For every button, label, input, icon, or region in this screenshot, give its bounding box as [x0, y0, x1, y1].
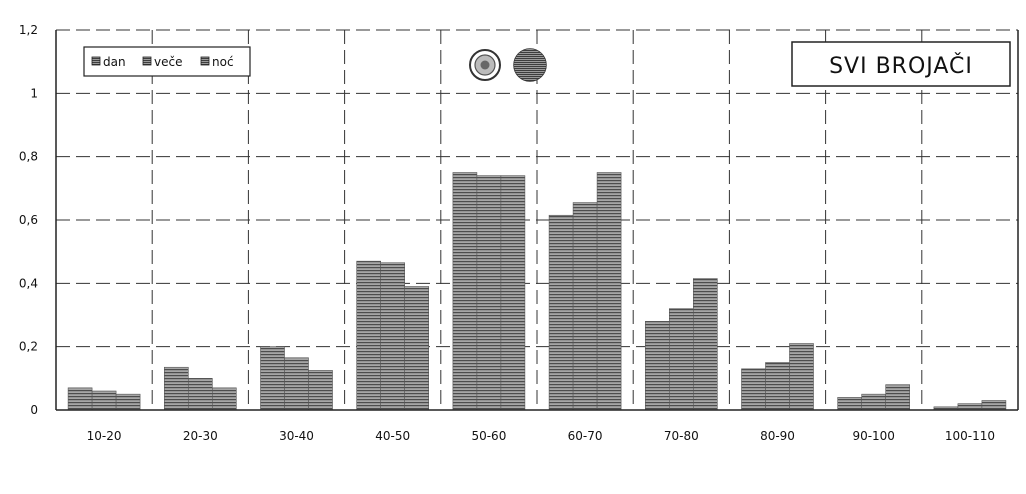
bar [500, 175, 526, 411]
legend: dan veče noć [83, 46, 251, 77]
x-tick-label: 30-40 [279, 429, 314, 443]
legend-box [83, 46, 251, 77]
bar [212, 387, 237, 411]
bar [284, 357, 309, 411]
bar [404, 286, 430, 411]
bar [765, 362, 790, 411]
x-tick-label: 50-60 [471, 429, 506, 443]
bar [476, 175, 502, 411]
bar [380, 262, 406, 411]
bar [861, 393, 887, 411]
legend-swatch [200, 56, 210, 66]
bar [115, 393, 141, 411]
x-tick-label: 10-20 [87, 429, 122, 443]
y-tick-label: 1,2 [19, 23, 38, 37]
legend-label: dan [103, 55, 126, 69]
bar [164, 366, 189, 411]
y-tick-label: 0,8 [19, 150, 38, 164]
bar [67, 387, 93, 411]
legend-swatch [91, 56, 101, 66]
gridlines [56, 29, 1018, 410]
chart-title: SVI BROJAČI [829, 53, 973, 79]
legend-label: noć [212, 55, 234, 69]
bar [356, 260, 382, 411]
bar [885, 384, 911, 411]
y-tick-label: 0,6 [19, 213, 38, 227]
bar [981, 400, 1007, 411]
legend-swatch [142, 56, 152, 66]
bar [260, 346, 285, 411]
bar [957, 403, 983, 411]
circular-seal-icon [469, 49, 501, 81]
bar [308, 370, 333, 411]
x-tick-label: 100-110 [945, 429, 995, 443]
legend-label: veče [154, 55, 182, 69]
y-tick-label: 0,2 [19, 340, 38, 354]
y-tick-label: 0 [30, 403, 38, 417]
bars [67, 172, 1007, 411]
bar [572, 202, 598, 411]
x-axis-ticks: 10-20 20-30 30-40 40-50 50-60 60-70 70-80 80-90… [87, 429, 995, 443]
bar [837, 397, 863, 411]
bar [789, 343, 814, 411]
bar [741, 368, 766, 411]
bar [692, 278, 718, 411]
bar [91, 390, 117, 411]
chart-title-box: SVI BROJAČI [791, 41, 1011, 87]
x-tick-label: 40-50 [375, 429, 410, 443]
x-tick-label: 90-100 [852, 429, 895, 443]
bar [548, 214, 574, 411]
x-tick-label: 80-90 [760, 429, 795, 443]
x-tick-label: 20-30 [183, 429, 218, 443]
x-tick-label: 70-80 [664, 429, 699, 443]
y-tick-label: 0,4 [19, 276, 38, 290]
bar [452, 172, 478, 411]
bar [644, 321, 670, 411]
bar [188, 378, 213, 411]
y-axis-ticks: 0 0,2 0,4 0,6 0,8 1 1,2 [19, 23, 38, 417]
striped-globe-icon [513, 48, 547, 82]
bar [596, 172, 622, 411]
bar [668, 308, 694, 411]
y-tick-label: 1 [30, 86, 38, 100]
x-tick-label: 60-70 [568, 429, 603, 443]
